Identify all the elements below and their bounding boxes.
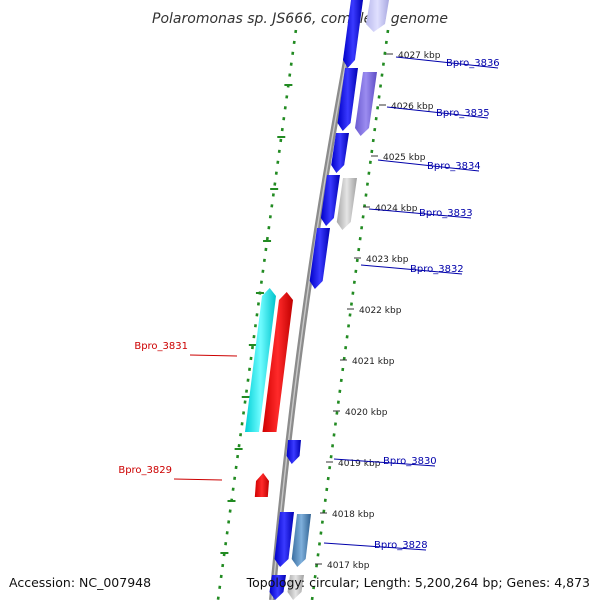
gene-arrow-bpro-3833-b [336,178,357,230]
map-title: Polaromonas sp. JS666, complete genome [152,11,448,27]
gene-leader-line [323,542,427,551]
outer-scale-ring [310,29,390,600]
gene-label: Bpro_3832 [410,264,464,275]
scale-ticks: 4027 kbp 4026 kbp 4025 kbp 4024 kbp 4023 kbp… [315,51,441,571]
gene-leader-line [360,264,463,275]
gene-labels: Bpro_3836 Bpro_3835 Bpro_3834 Bpro_3833 Bpro… [118,56,500,551]
gene-arrow-bpro-3835-b [355,72,377,136]
gene-label: Bpro_3833 [419,208,473,219]
gene-arrow-bpro-3828 [274,512,294,567]
gene-leader-line [173,478,223,481]
gene-arrow-bpro-3836 [342,0,363,68]
gene-label: Bpro_3828 [374,540,428,551]
gene-label: Bpro_3835 [436,108,490,119]
tick-label: 4023 kbp [366,255,409,265]
tick-label: 4018 kbp [332,510,375,520]
accession-text: Accession: NC_007948 [9,575,151,590]
gene-label: Bpro_3834 [427,161,481,172]
tick-label: 4026 kbp [391,102,434,112]
tick-label: 4027 kbp [398,51,441,61]
gene-arrow-bpro-3831 [262,292,293,432]
tick-label: 4020 kbp [345,408,388,418]
scale-rings [216,29,390,600]
gene-label: Bpro_3836 [446,58,500,69]
gene-leader-line [189,354,238,357]
gene-arrow-lower-b [287,575,304,600]
gene-leader-line [368,208,472,219]
gene-leader-line [377,159,480,172]
gene-label: Bpro_3831 [134,341,188,352]
tick-label: 4025 kbp [383,153,426,163]
gene-arrow-bpro-3828-b [291,514,311,567]
gene-leader-line [395,56,499,69]
inner-scale-ring [216,29,298,600]
gene-leader-line [333,458,436,467]
gene-leader-line [386,106,489,119]
gene-features [245,0,389,600]
tick-label: 4019 kbp [338,459,381,469]
gene-arrow-bpro-3831-cyan [245,288,276,432]
gene-label: Bpro_3829 [118,465,172,476]
gene-arrow-bpro-3834 [331,133,349,173]
gene-arrow-bpro-3830 [286,440,301,464]
gene-arrow-upstream [366,0,389,32]
tick-label: 4017 kbp [327,561,370,571]
gene-arrow-bpro-3832 [309,228,330,289]
gene-arrow-lower [269,575,286,600]
tick-label: 4022 kbp [359,306,402,316]
gene-arrow-bpro-3829 [254,473,269,497]
topology-text: Topology: circular; Length: 5,200,264 bp… [246,575,590,590]
gene-label: Bpro_3830 [383,456,437,467]
tick-label: 4024 kbp [375,204,418,214]
tick-label: 4021 kbp [352,357,395,367]
gene-arrow-bpro-3835 [337,68,358,131]
gene-arrow-bpro-3833 [320,175,340,226]
